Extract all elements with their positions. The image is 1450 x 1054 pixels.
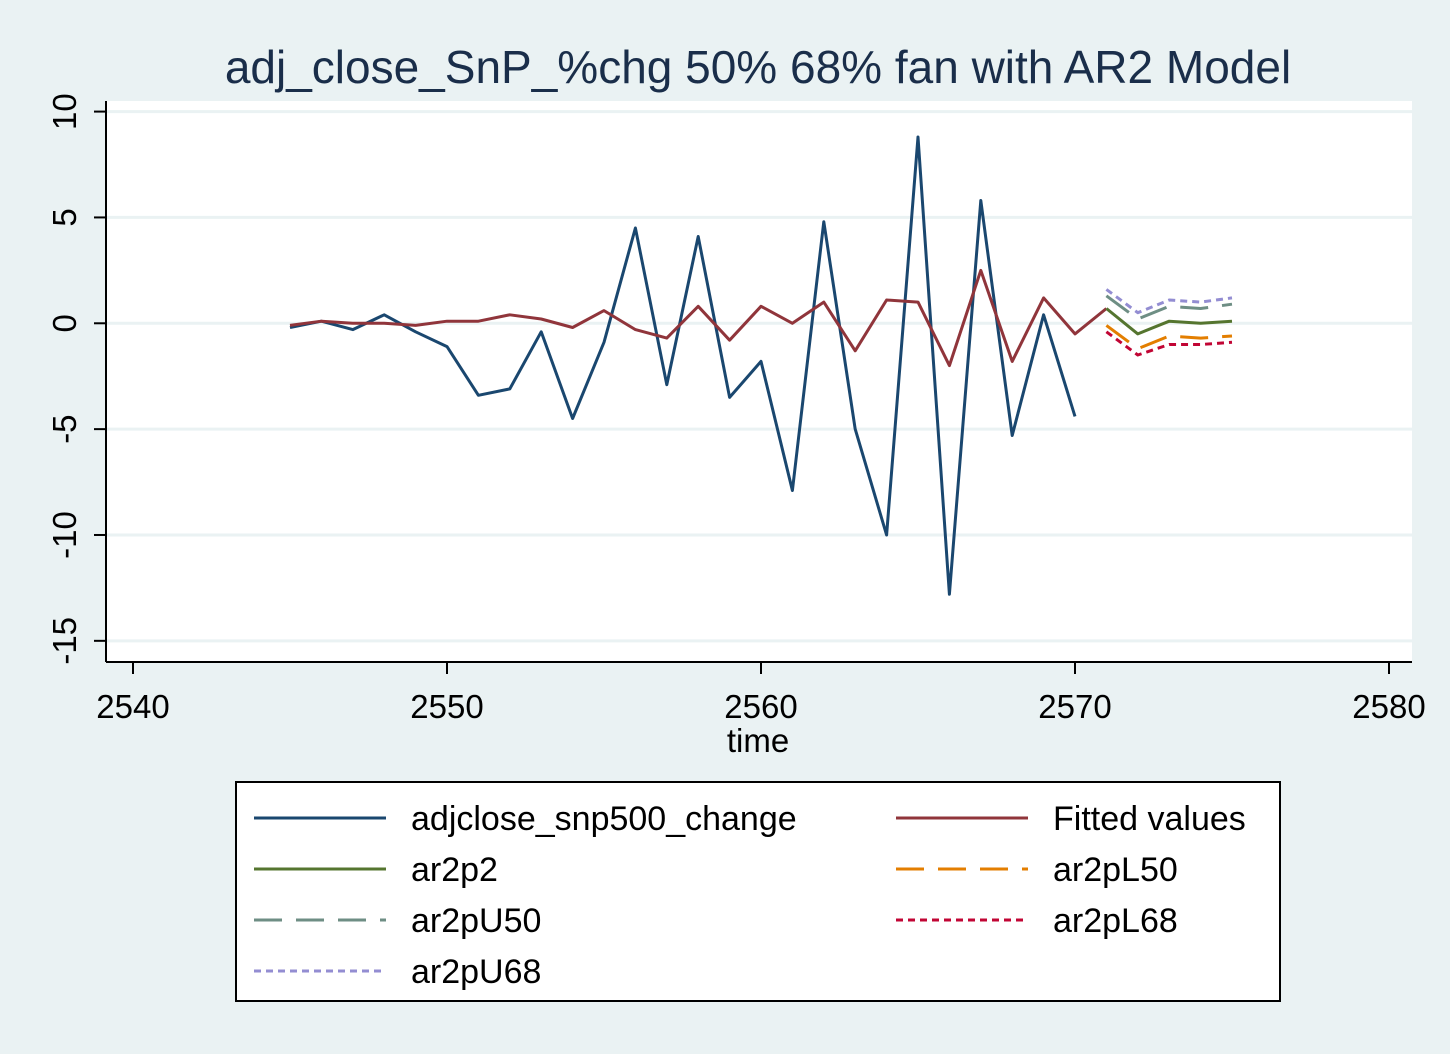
y-tick-label: 5 [46, 208, 83, 226]
legend-label: ar2p2 [411, 851, 498, 889]
legend-label: ar2pU68 [411, 953, 541, 991]
series-line-adjclose-snp500-change [289, 135, 1077, 596]
y-tick-label: 0 [46, 314, 83, 332]
axes [105, 101, 1412, 663]
x-axis-label: time [727, 722, 789, 759]
x-tick-label: 2570 [1038, 688, 1111, 725]
series-line-ar2pu50 [1105, 294, 1233, 321]
y-tick-label: 10 [46, 93, 83, 130]
x-ticks: 2540 2550 2560 2570 2580 [96, 662, 1426, 725]
x-tick-label: 2560 [724, 688, 797, 725]
y-tick-label: -5 [46, 414, 83, 443]
series-layer [289, 135, 1233, 596]
plot-area [106, 101, 1412, 662]
legend: adjclose_snp500_change Fitted values ar2p2… [254, 800, 1246, 991]
series-line-fitted-values [289, 268, 1108, 368]
legend-label: ar2pL68 [1053, 902, 1178, 940]
series-line-ar2pl50 [1105, 324, 1233, 351]
series-line-ar2p2 [1105, 307, 1233, 336]
y-ticks: -15 -10 -5 0 5 10 [46, 93, 106, 665]
legend-label: ar2pU50 [411, 902, 541, 940]
series-line-ar2pu68 [1105, 288, 1233, 315]
y-tick-label: -10 [46, 511, 83, 559]
x-tick-label: 2540 [96, 688, 169, 725]
y-tick-label: -15 [46, 617, 83, 665]
x-tick-label: 2580 [1352, 688, 1425, 725]
legend-label: adjclose_snp500_change [411, 800, 797, 838]
legend-label: Fitted values [1053, 800, 1246, 838]
chart-title: adj_close_SnP_%chg 50% 68% fan with AR2 … [225, 41, 1291, 93]
legend-label: ar2pL50 [1053, 851, 1178, 889]
legend-box [235, 781, 1281, 1002]
series-line-ar2pl68 [1105, 330, 1233, 357]
x-tick-label: 2550 [410, 688, 483, 725]
